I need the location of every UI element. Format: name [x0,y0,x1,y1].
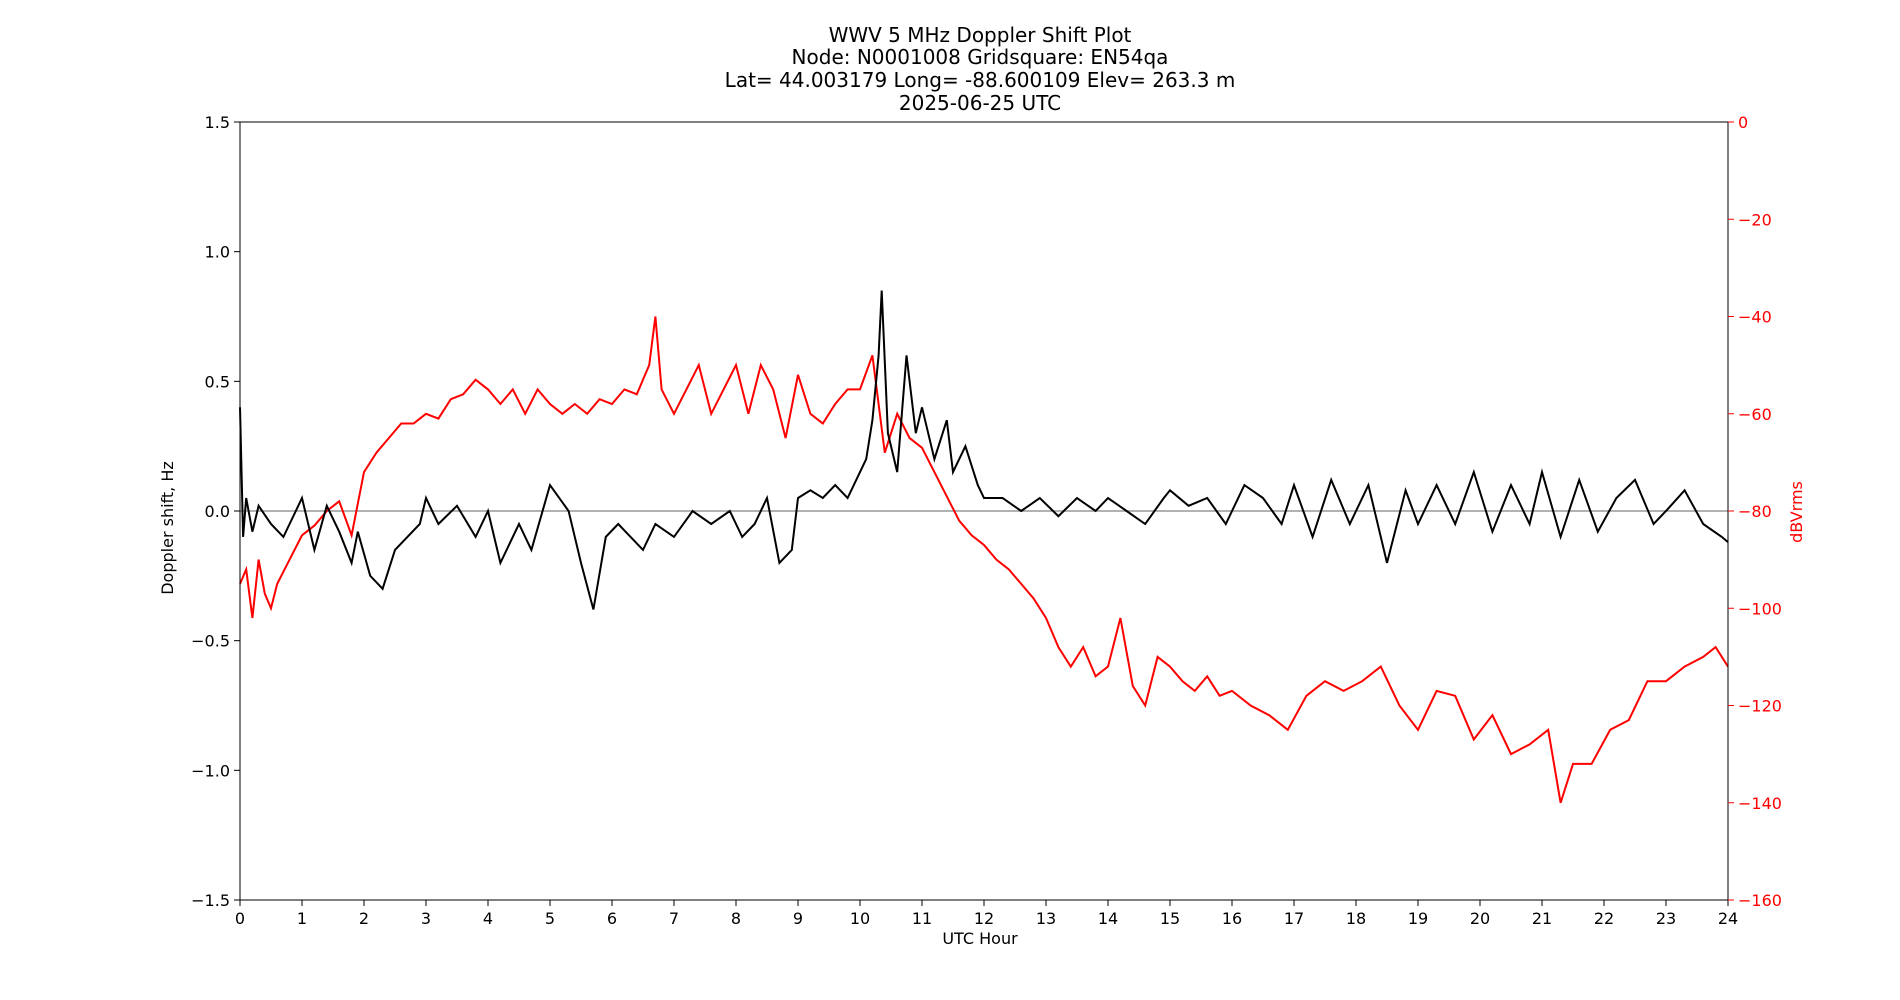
x-tick-label: 13 [1036,909,1056,928]
x-tick-label: 4 [483,909,493,928]
plot-area [239,121,1729,901]
y-tick-label: 1.0 [205,243,230,262]
y2-tick-label: −80 [1738,502,1772,521]
x-tick-label: 20 [1470,909,1490,928]
x-tick-label: 7 [669,909,679,928]
x-tick-label: 5 [545,909,555,928]
y2-axis-label: dBVrms [1787,481,1806,543]
title-line-2: Node: N0001008 Gridsquare: EN54qa [792,45,1169,69]
y2-tick-label: −20 [1738,210,1772,229]
y-tick-label: 0.5 [205,372,230,391]
x-tick-label: 3 [421,909,431,928]
y-tick-label: 1.5 [205,113,230,132]
y2-tick-label: −160 [1738,891,1782,910]
chart-title: WWV 5 MHz Doppler Shift Plot Node: N0001… [725,23,1236,115]
x-tick-label: 11 [912,909,932,928]
x-tick-label: 2 [359,909,369,928]
x-tick-label: 18 [1346,909,1366,928]
x-tick-label: 23 [1656,909,1676,928]
title-line-1: WWV 5 MHz Doppler Shift Plot [829,23,1132,47]
x-tick-label: 0 [235,909,245,928]
series-line-power [239,316,1729,804]
title-line-4: 2025-06-25 UTC [899,91,1061,115]
title-line-3: Lat= 44.003179 Long= -88.600109 Elev= 26… [725,68,1236,92]
y-axis-label: Doppler shift, Hz [158,461,177,595]
x-tick-label: 24 [1718,909,1738,928]
y-tick-label: 0.0 [205,502,230,521]
y-tick-label: −1.0 [191,761,230,780]
x-tick-label: 10 [850,909,870,928]
x-tick-label: 6 [607,909,617,928]
x-tick-label: 16 [1222,909,1242,928]
y2-tick-label: −120 [1738,697,1782,716]
x-axis-label: UTC Hour [942,929,1018,948]
y-tick-label: −0.5 [191,632,230,651]
x-tick-label: 22 [1594,909,1614,928]
x-tick-label: 1 [297,909,307,928]
x-tick-label: 17 [1284,909,1304,928]
y-tick-label: −1.5 [191,891,230,910]
x-tick-label: 8 [731,909,741,928]
x-tick-label: 19 [1408,909,1428,928]
y2-tick-label: −140 [1738,794,1782,813]
x-tick-label: 21 [1532,909,1552,928]
y2-tick-label: −40 [1738,308,1772,327]
y2-tick-label: −100 [1738,599,1782,618]
y-axis-right: 0 −20 −40 −60 −80 −100 −120 −140 −160 [1728,113,1782,910]
y2-tick-label: 0 [1738,113,1748,132]
x-tick-label: 12 [974,909,994,928]
series-line-doppler [239,290,1729,610]
y-axis-left: −1.5 −1.0 −0.5 0.0 0.5 1.0 1.5 [191,113,240,910]
x-axis: 0 1 2 3 4 5 6 7 8 9 10 11 12 13 14 15 16 17 18 19 20 21 22 23 24 [235,900,1738,928]
x-tick-label: 15 [1160,909,1180,928]
x-tick-label: 9 [793,909,803,928]
x-tick-label: 14 [1098,909,1118,928]
y2-tick-label: −60 [1738,405,1772,424]
